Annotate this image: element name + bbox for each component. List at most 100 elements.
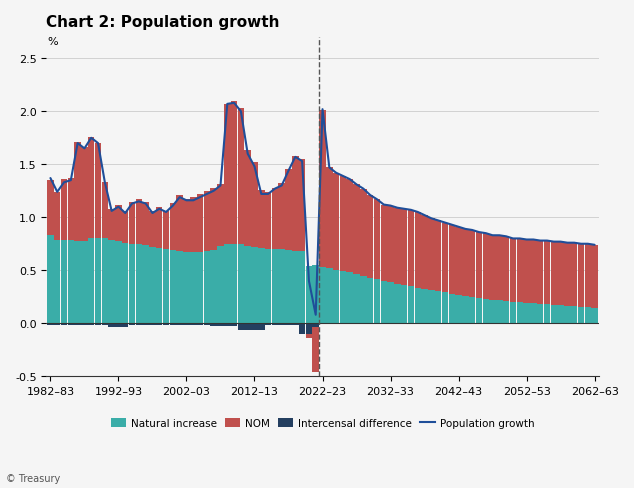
Bar — [81, 324, 87, 325]
Bar — [238, 244, 244, 324]
Bar — [292, 157, 299, 252]
Bar — [455, 295, 462, 324]
Bar — [108, 209, 115, 240]
Bar — [476, 298, 482, 324]
Bar — [326, 268, 333, 324]
Bar — [190, 324, 197, 325]
Bar — [115, 205, 122, 241]
Bar — [265, 192, 271, 249]
Bar — [415, 212, 421, 289]
Bar — [503, 237, 509, 302]
Bar — [292, 324, 299, 325]
Bar — [238, 109, 244, 244]
Bar — [265, 249, 271, 324]
Bar — [197, 324, 204, 325]
Bar — [442, 223, 448, 293]
Bar — [265, 324, 271, 325]
Bar — [380, 281, 387, 324]
Bar — [537, 241, 543, 305]
Bar — [95, 239, 101, 324]
Legend: Natural increase, NOM, Intercensal difference, Population growth: Natural increase, NOM, Intercensal diffe… — [107, 414, 538, 432]
Bar — [285, 251, 292, 324]
Bar — [101, 183, 108, 239]
Bar — [340, 272, 346, 324]
Bar — [61, 180, 67, 240]
Bar — [183, 324, 190, 325]
Bar — [210, 324, 217, 327]
Bar — [557, 305, 564, 324]
Bar — [571, 243, 578, 306]
Bar — [143, 245, 149, 324]
Bar — [544, 305, 550, 324]
Bar — [115, 241, 122, 324]
Bar — [231, 244, 237, 324]
Bar — [88, 138, 94, 239]
Bar — [313, 324, 319, 372]
Bar — [517, 239, 523, 303]
Bar — [81, 241, 87, 324]
Bar — [278, 324, 285, 325]
Bar — [272, 188, 278, 249]
Bar — [462, 296, 469, 324]
Bar — [224, 244, 231, 324]
Bar — [108, 324, 115, 328]
Bar — [333, 173, 339, 271]
Bar — [95, 144, 101, 239]
Bar — [394, 208, 401, 285]
Bar — [373, 200, 380, 279]
Bar — [74, 142, 81, 241]
Bar — [306, 324, 312, 338]
Text: Chart 2: Population growth: Chart 2: Population growth — [46, 15, 280, 30]
Bar — [448, 294, 455, 324]
Bar — [510, 239, 516, 303]
Bar — [415, 289, 421, 324]
Bar — [143, 324, 149, 325]
Bar — [81, 148, 87, 241]
Bar — [387, 206, 394, 283]
Bar — [190, 253, 197, 324]
Bar — [217, 246, 224, 324]
Bar — [455, 227, 462, 295]
Bar — [61, 324, 67, 325]
Bar — [183, 200, 190, 253]
Bar — [68, 240, 74, 324]
Bar — [170, 251, 176, 324]
Bar — [496, 300, 503, 324]
Bar — [422, 216, 428, 290]
Bar — [245, 151, 251, 246]
Bar — [462, 229, 469, 296]
Bar — [476, 233, 482, 298]
Bar — [272, 249, 278, 324]
Bar — [313, 265, 319, 324]
Bar — [503, 302, 509, 324]
Bar — [204, 191, 210, 252]
Bar — [292, 252, 299, 324]
Bar — [278, 184, 285, 249]
Bar — [564, 306, 571, 324]
Bar — [578, 244, 585, 308]
Bar — [136, 324, 142, 325]
Bar — [95, 324, 101, 325]
Bar — [88, 239, 94, 324]
Bar — [373, 279, 380, 324]
Bar — [74, 241, 81, 324]
Bar — [88, 324, 94, 325]
Bar — [68, 179, 74, 240]
Bar — [149, 324, 156, 325]
Bar — [231, 102, 237, 244]
Bar — [156, 248, 162, 324]
Bar — [129, 203, 135, 244]
Bar — [204, 252, 210, 324]
Text: © Treasury: © Treasury — [6, 473, 61, 483]
Bar — [510, 303, 516, 324]
Bar — [442, 293, 448, 324]
Bar — [347, 180, 353, 273]
Bar — [340, 177, 346, 272]
Bar — [326, 168, 333, 268]
Bar — [387, 283, 394, 324]
Bar — [592, 309, 598, 324]
Bar — [224, 324, 231, 327]
Bar — [523, 304, 530, 324]
Bar — [537, 305, 543, 324]
Bar — [448, 225, 455, 294]
